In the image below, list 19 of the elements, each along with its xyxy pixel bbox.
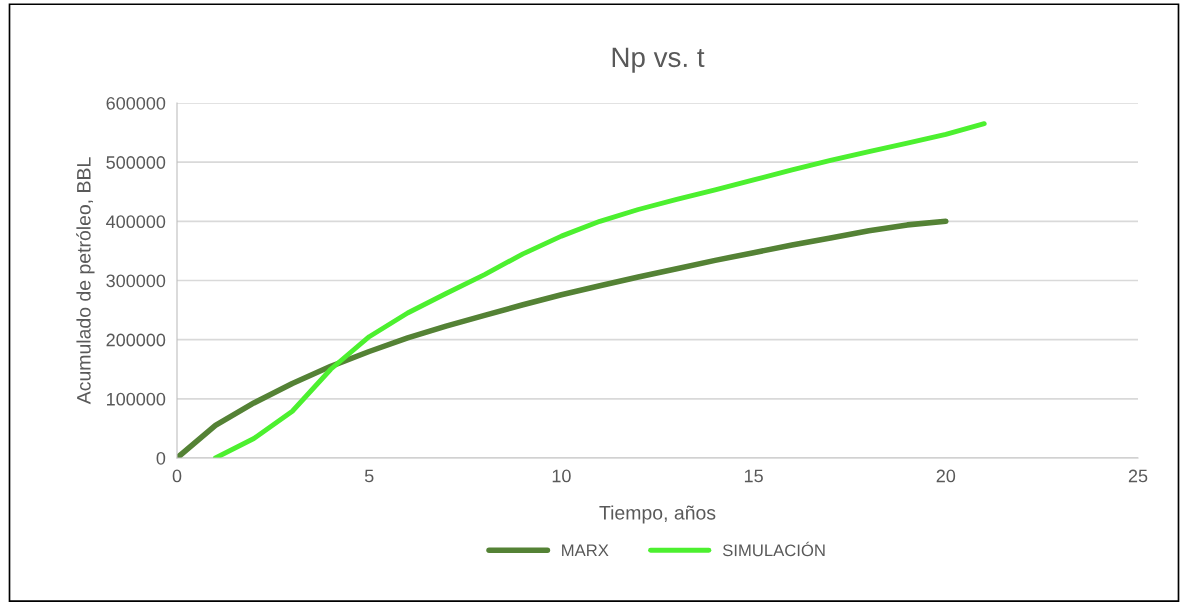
y-tick-label: 500000 [106, 156, 166, 169]
y-tick-label: 400000 [106, 215, 166, 229]
legend-label: SIMULACIÓN [722, 541, 825, 557]
x-tick-label: 25 [1128, 469, 1148, 483]
x-tick-label: 0 [172, 469, 182, 483]
x-tick-label: 5 [364, 469, 374, 483]
y-tick-label: 200000 [106, 333, 166, 347]
y-tick-label: 600000 [106, 96, 166, 110]
y-axis-title: Acumulado de petróleo, BBL [76, 157, 95, 405]
x-tick-label: 10 [552, 469, 571, 483]
x-tick-label: 15 [744, 469, 763, 483]
y-tick-label: 0 [156, 451, 166, 465]
x-axis-title: Tiempo, años [599, 505, 716, 524]
x-tick-label: 20 [936, 469, 956, 483]
y-tick-label: 300000 [106, 274, 166, 288]
chart-title: Np vs. t [612, 47, 705, 73]
y-tick-label: 100000 [107, 392, 166, 406]
legend-label: MARX [562, 544, 609, 557]
line-series [213, 121, 987, 458]
